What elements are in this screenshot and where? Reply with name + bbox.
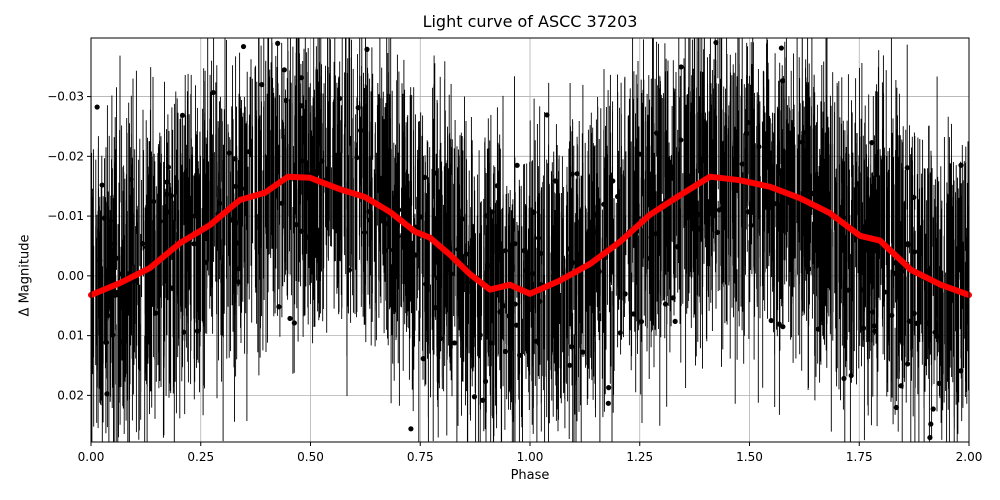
x-tick-label: 0.00	[78, 450, 105, 464]
y-axis-label: Δ Magnitude	[17, 234, 33, 317]
x-tick-label: 1.75	[846, 450, 873, 464]
observation-errorbars	[90, 38, 970, 442]
x-tick-label: 0.75	[407, 450, 434, 464]
x-tick-label: 1.50	[736, 450, 763, 464]
x-tick-label: 1.00	[517, 450, 544, 464]
x-axis-ticks: 0.00 0.25 0.50 0.75 1.00 1.25 1.50 1.75 2.00	[78, 442, 983, 464]
x-tick-label: 0.50	[297, 450, 324, 464]
y-tick-label: 0.02	[57, 388, 84, 402]
x-axis-label: Phase	[510, 468, 550, 483]
x-tick-label: 1.25	[626, 450, 653, 464]
y-tick-label: −0.01	[47, 209, 84, 223]
y-tick-label: 0.01	[57, 329, 84, 343]
x-tick-label: 0.25	[187, 450, 214, 464]
y-tick-label: −0.03	[47, 90, 84, 104]
binned-mean-line	[88, 173, 972, 298]
y-tick-label: −0.02	[47, 149, 84, 163]
x-tick-label: 2.00	[956, 450, 983, 464]
y-axis-ticks: −0.03 −0.02 −0.01 0.00 0.01 0.02	[47, 90, 91, 402]
chart-title: Light curve of ASCC 37203	[422, 12, 638, 31]
y-tick-label: 0.00	[57, 269, 84, 283]
